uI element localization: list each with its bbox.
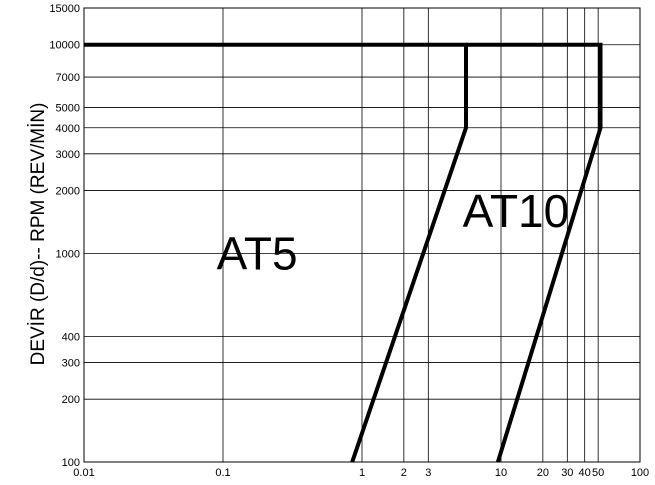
annotations: AT5 AT10: [217, 185, 570, 280]
series-line-at5: [84, 42, 468, 463]
y-tick-labels: 100 200 300 400 1000 2000 3000 4000 5000 7000 1000…: [49, 3, 80, 469]
x-tick-labels: 0.01 0.1 1 2 3 10 20 30 40 50 100: [73, 467, 649, 479]
y-tick-label: 10000: [49, 40, 80, 52]
series-lines: [84, 42, 603, 463]
region-label-at5: AT5: [217, 227, 298, 279]
y-tick-label: 15000: [49, 3, 80, 15]
series-line-at10: [466, 42, 603, 463]
x-tick-label: 1: [359, 467, 365, 479]
region-label-at10: AT10: [463, 185, 570, 237]
x-tick-label: 0.1: [215, 467, 230, 479]
x-tick-label: 10: [495, 467, 507, 479]
x-tick-label: 0.01: [73, 467, 94, 479]
y-tick-label: 100: [62, 457, 80, 469]
y-tick-label: 200: [62, 394, 80, 406]
y-tick-label: 5000: [56, 103, 80, 115]
y-tick-label: 400: [62, 331, 80, 343]
x-tick-label: 3: [425, 467, 431, 479]
x-tick-label: 50: [592, 467, 604, 479]
y-axis-title: DEVİR (D/d)-- RPM (REV/MİN): [28, 103, 49, 366]
y-tick-label: 300: [62, 357, 80, 369]
y-tick-label: 3000: [56, 149, 80, 161]
y-tick-label: 7000: [56, 72, 80, 84]
x-tick-label: 40: [579, 467, 591, 479]
x-tick-label: 30: [561, 467, 573, 479]
x-tick-label: 2: [401, 467, 407, 479]
y-tick-label: 1000: [56, 248, 80, 260]
x-tick-label: 20: [537, 467, 549, 479]
y-tick-label: 4000: [56, 123, 80, 135]
x-tick-label: 100: [631, 467, 649, 479]
y-tick-label: 2000: [56, 186, 80, 198]
